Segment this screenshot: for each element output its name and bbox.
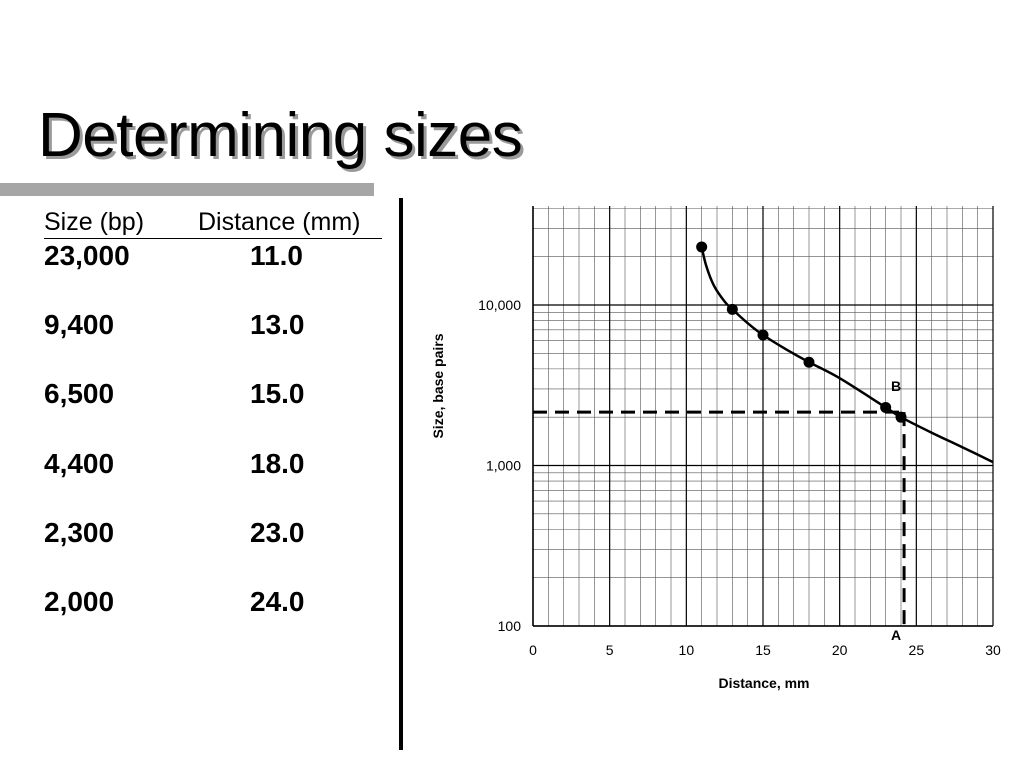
cell-size: 23,000 bbox=[44, 240, 130, 271]
reference-label-b: B bbox=[891, 378, 901, 394]
title-underline-bar bbox=[0, 183, 374, 196]
y-tick-label: 10,000 bbox=[478, 297, 521, 313]
tick-labels: 0 5 10 15 20 25 30 100 1,000 10,000 bbox=[478, 297, 1001, 658]
y-axis-label: Size, base pairs bbox=[430, 333, 446, 438]
header-distance: Distance (mm) bbox=[198, 208, 361, 236]
cell-distance: 24.0 bbox=[250, 586, 305, 617]
data-point bbox=[803, 356, 815, 368]
data-points bbox=[696, 241, 907, 423]
data-point bbox=[696, 241, 708, 253]
table-row: 4,400 18.0 bbox=[44, 448, 382, 488]
x-tick-label: 30 bbox=[985, 642, 1001, 658]
cell-size: 2,000 bbox=[44, 586, 115, 617]
table-header: Size (bp) Distance (mm) bbox=[44, 208, 382, 239]
x-tick-label: 20 bbox=[832, 642, 848, 658]
cell-size: 4,400 bbox=[44, 448, 115, 479]
grid-major-lines bbox=[532, 206, 994, 627]
table-row: 9,400 13.0 bbox=[44, 309, 382, 349]
fit-curve bbox=[700, 246, 994, 464]
cell-distance: 23.0 bbox=[250, 517, 305, 548]
cell-distance: 11.0 bbox=[250, 240, 303, 271]
reference-lines: BA bbox=[533, 378, 906, 643]
header-size: Size (bp) bbox=[44, 208, 145, 236]
data-point bbox=[880, 401, 892, 413]
table-row: 2,000 24.0 bbox=[44, 586, 382, 626]
x-tick-label: 25 bbox=[909, 642, 925, 658]
cell-distance: 18.0 bbox=[250, 448, 305, 479]
reference-label-a: A bbox=[891, 627, 901, 643]
x-tick-label: 5 bbox=[606, 642, 614, 658]
x-axis-label: Distance, mm bbox=[718, 675, 809, 691]
y-tick-label: 100 bbox=[498, 618, 522, 634]
cell-size: 9,400 bbox=[44, 309, 115, 340]
slide-title: Determining sizes bbox=[38, 101, 523, 170]
y-tick-label: 1,000 bbox=[486, 458, 521, 474]
cell-distance: 13.0 bbox=[250, 309, 305, 340]
data-point bbox=[895, 411, 907, 423]
cell-distance: 15.0 bbox=[250, 378, 305, 409]
data-point bbox=[726, 303, 738, 315]
x-tick-label: 10 bbox=[679, 642, 695, 658]
x-tick-label: 15 bbox=[755, 642, 771, 658]
cell-size: 2,300 bbox=[44, 517, 115, 548]
axes bbox=[532, 206, 993, 627]
vertical-divider bbox=[399, 198, 403, 750]
x-tick-label: 0 bbox=[529, 642, 537, 658]
cell-size: 6,500 bbox=[44, 378, 115, 409]
table-row: 2,300 23.0 bbox=[44, 517, 382, 557]
table-row: 23,000 11.0 bbox=[44, 240, 382, 280]
table-row: 6,500 15.0 bbox=[44, 378, 382, 418]
data-point bbox=[757, 329, 769, 341]
